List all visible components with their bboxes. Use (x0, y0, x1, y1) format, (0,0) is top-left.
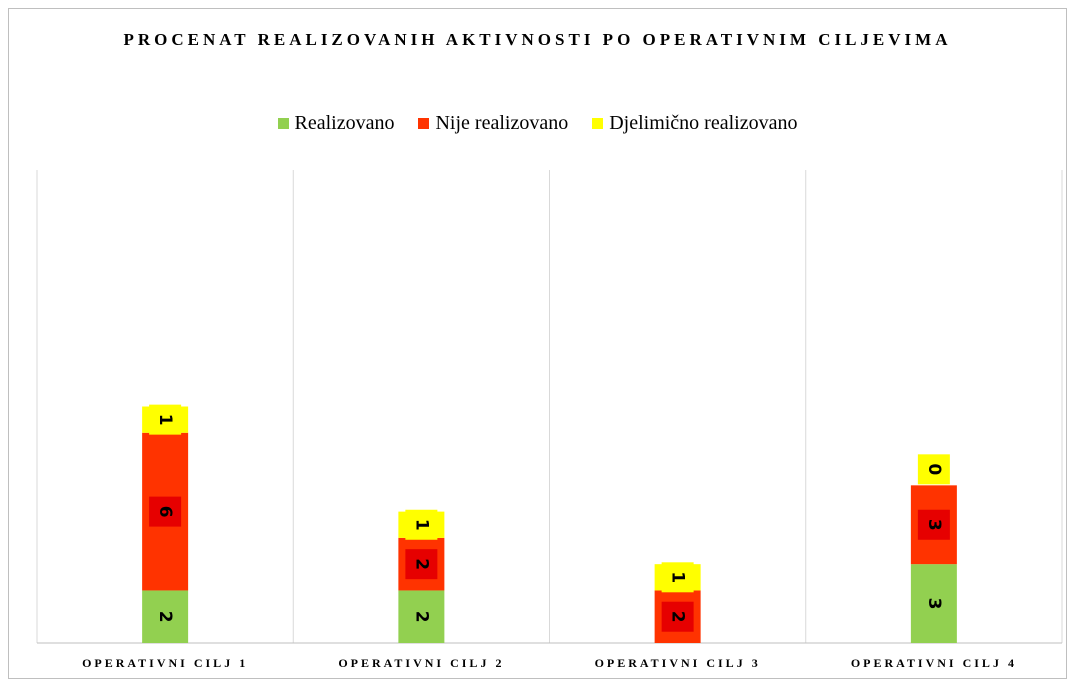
data-label: 2 (411, 558, 431, 570)
data-label: 2 (411, 611, 431, 623)
data-label-box (149, 496, 182, 527)
data-label: 1 (155, 414, 175, 426)
legend-swatch (418, 118, 430, 129)
data-label-box (917, 454, 950, 485)
data-label-box (149, 601, 182, 632)
data-label: 6 (155, 506, 175, 518)
data-label-box (149, 404, 182, 435)
data-label: 3 (924, 519, 944, 531)
data-label-box (405, 509, 438, 540)
legend-swatch (277, 118, 289, 129)
data-label-box (917, 588, 950, 619)
data-label-box (661, 562, 694, 593)
legend-label: Nije realizovano (435, 112, 569, 134)
data-label: 0 (924, 463, 944, 475)
data-label: 2 (668, 611, 688, 623)
legend-item: Djelimično realizovano (592, 112, 797, 135)
chart-title: PROCENAT REALIZOVANIH AKTIVNOSTI PO OPER… (123, 30, 952, 49)
data-label: 2 (155, 611, 175, 623)
x-tick-label: OPERATIVNI CILJ 4 (851, 656, 1017, 670)
legend: Realizovano Nije realizovano Djelimično re… (0, 112, 1075, 135)
data-label: 1 (668, 571, 688, 583)
data-label: 1 (411, 519, 431, 531)
x-tick-label: OPERATIVNI CILJ 2 (338, 656, 504, 670)
chart-frame (8, 8, 1067, 679)
x-tick-label: OPERATIVNI CILJ 3 (595, 656, 761, 670)
data-label-box (917, 509, 950, 540)
legend-swatch (592, 118, 604, 129)
legend-label: Djelimično realizovano (609, 112, 798, 134)
legend-item: Realizovano (277, 112, 395, 135)
legend-label: Realizovano (294, 112, 395, 134)
data-label: 3 (924, 598, 944, 610)
data-label-box (405, 601, 438, 632)
data-label-box (661, 601, 694, 632)
data-label-box (405, 549, 438, 580)
legend-item: Nije realizovano (418, 112, 568, 135)
x-tick-label: OPERATIVNI CILJ 1 (82, 656, 248, 670)
